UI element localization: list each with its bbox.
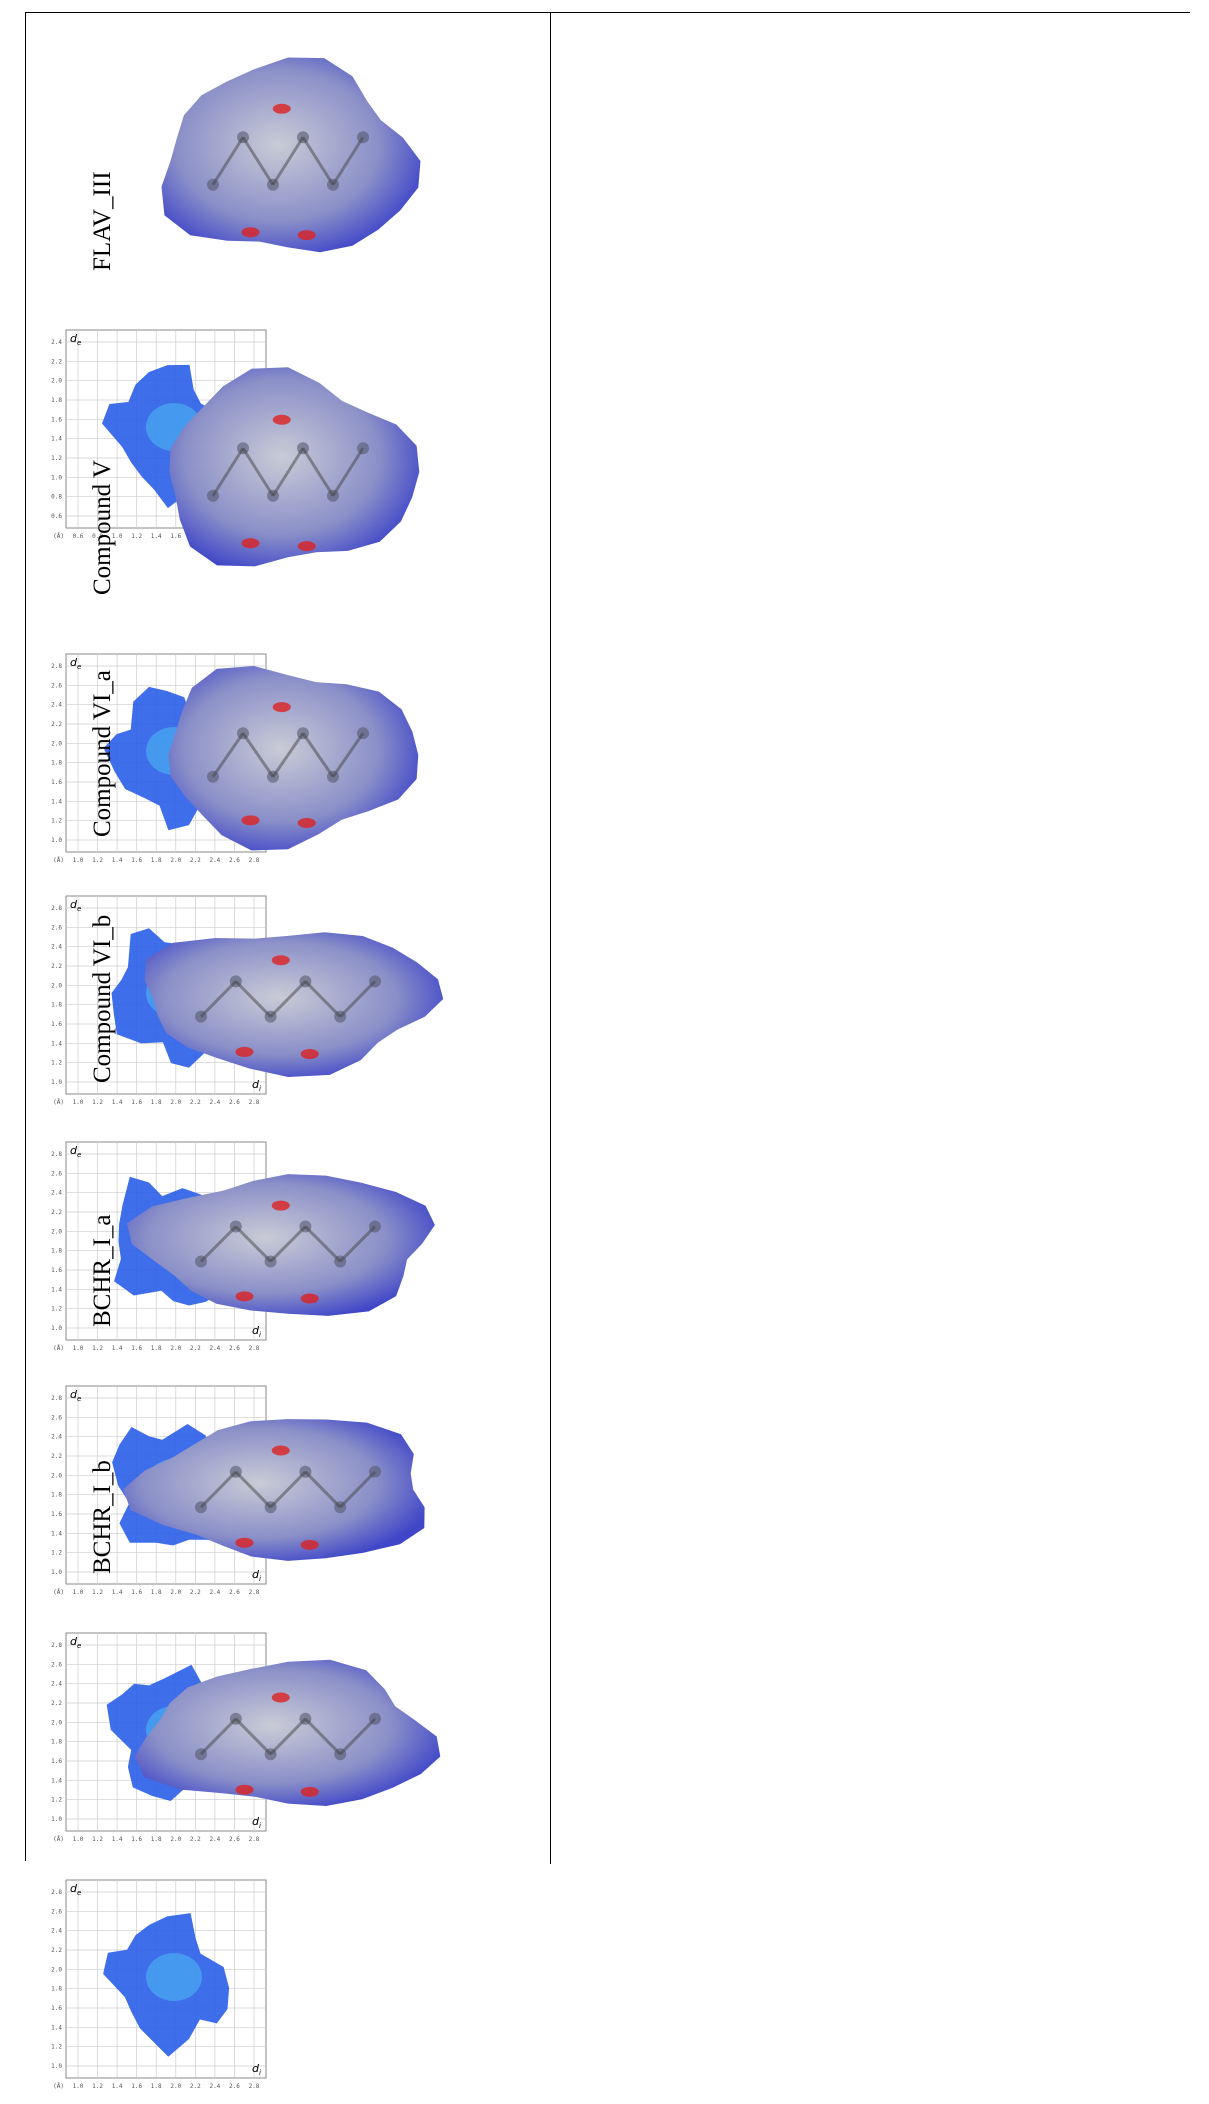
contact-spot <box>242 815 260 825</box>
contact-spot <box>272 955 290 965</box>
x-tick-label: 1.4 <box>112 2083 123 2090</box>
y-tick-label: 2.6 <box>51 1908 62 1915</box>
contact-spot <box>236 1047 254 1057</box>
x-tick-label: 1.8 <box>151 2083 162 2090</box>
fingerprint-plot: 2.8 2.6 2.4 2.2 2.0 1.8 1.6 1.4 1.2 1.0 (Å) 1.0 1.2 1… <box>34 1872 294 2104</box>
row-label: BCHR_I_a <box>89 1215 117 1328</box>
contact-spot <box>273 104 291 114</box>
contact-spot <box>298 818 316 828</box>
contact-spot <box>298 230 316 240</box>
x-tick-label: 2.6 <box>229 2083 240 2090</box>
surface-blob <box>134 1660 440 1806</box>
y-tick-label: 2.2 <box>51 1947 62 1954</box>
x-tick-label: 1.6 <box>131 2083 142 2090</box>
x-tick-label: 2.2 <box>190 2083 201 2090</box>
x-tick-label: 1.0 <box>73 2083 84 2090</box>
table-row: BCHR_I_b2.82.62.42.22.01.81.61.41.21.0(Å… <box>26 1614 1190 1861</box>
y-tick-label: 1.2 <box>51 2044 62 2051</box>
surface-blob <box>123 1419 424 1561</box>
contact-spot <box>236 1785 254 1795</box>
contact-spot <box>236 1538 254 1548</box>
hirshfeld-surface <box>26 1614 551 1859</box>
contact-spot <box>273 415 291 425</box>
contact-spot <box>272 1445 290 1455</box>
y-tick-label: 2.4 <box>51 1928 62 1935</box>
x-tick-label: 2.0 <box>170 2083 181 2090</box>
surface-blob <box>145 932 444 1077</box>
row-label: Compound V <box>89 460 117 595</box>
contact-spot <box>301 1293 319 1303</box>
table: FLAV_II2.42.22.01.81.61.41.21.00.80.6(Å)… <box>25 12 1190 1861</box>
x-unit: (Å) <box>53 2083 64 2090</box>
contact-spot <box>242 538 260 548</box>
contact-spot <box>236 1291 254 1301</box>
y-tick-label: 1.0 <box>51 2063 62 2070</box>
row-label: Compound VI_a <box>89 670 117 837</box>
surface-blob <box>169 367 419 566</box>
x-axis-subscript: i <box>259 2069 261 2077</box>
contact-spot <box>273 702 291 712</box>
y-tick-label: 1.6 <box>51 2005 62 2012</box>
row-label: BCHR_I_b <box>89 1460 117 1574</box>
y-axis-subscript: e <box>77 1889 81 1897</box>
x-tick-label: 2.4 <box>209 2083 220 2090</box>
row-label: Compound VI_b <box>89 915 117 1083</box>
row-label: FLAV_III <box>89 171 117 271</box>
scatter-core <box>146 1953 202 2001</box>
y-tick-label: 1.8 <box>51 1986 62 1993</box>
contact-spot <box>272 1692 290 1702</box>
table-row: BCHR_I_a2.82.62.42.22.01.81.61.41.21.0(Å… <box>26 1367 1190 1614</box>
y-tick-label: 2.8 <box>51 1889 62 1896</box>
surface-blob <box>168 666 418 850</box>
x-tick-label: 1.2 <box>92 2083 103 2090</box>
y-tick-label: 1.4 <box>51 2024 62 2031</box>
contact-spot <box>242 227 260 237</box>
contact-spot <box>301 1540 319 1550</box>
contact-spot <box>298 541 316 551</box>
contact-spot <box>272 1201 290 1211</box>
table-row: FLAV_II2.42.22.01.81.61.41.21.00.80.6(Å)… <box>26 13 1190 311</box>
y-tick-label: 2.0 <box>51 1966 62 1973</box>
contact-spot <box>301 1787 319 1797</box>
surface-cell <box>26 1614 551 1864</box>
contact-spot <box>301 1049 319 1059</box>
surface-blob <box>127 1174 435 1316</box>
x-tick-label: 2.8 <box>249 2083 260 2090</box>
